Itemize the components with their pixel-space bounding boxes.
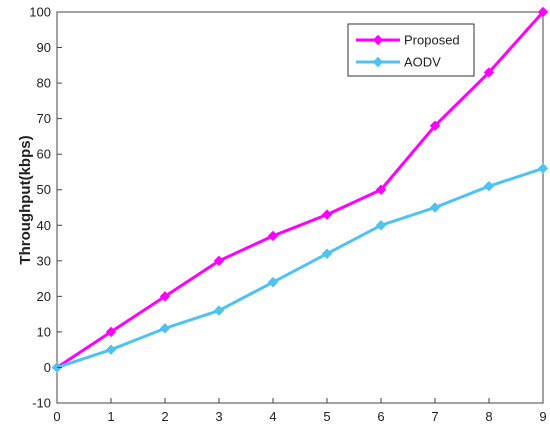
y-tick-label: 40 bbox=[37, 218, 51, 233]
x-tick-label: 3 bbox=[215, 409, 222, 424]
series-line-aodv bbox=[56, 166, 544, 369]
legend-marker-aodv bbox=[372, 56, 384, 68]
y-tick-label: 80 bbox=[37, 76, 51, 91]
y-tick-label: 90 bbox=[37, 40, 51, 55]
x-tick-label: 2 bbox=[161, 409, 168, 424]
data-point-aodv bbox=[375, 220, 387, 231]
y-tick-label: 70 bbox=[37, 111, 51, 126]
data-point-proposed bbox=[267, 230, 279, 242]
series-group bbox=[51, 6, 549, 373]
x-tick-label: 6 bbox=[377, 409, 384, 424]
x-tick-label: 9 bbox=[539, 409, 546, 424]
data-point-aodv bbox=[105, 344, 117, 355]
data-point-aodv bbox=[429, 202, 441, 213]
data-point-aodv bbox=[213, 305, 225, 316]
data-point-aodv bbox=[321, 248, 333, 259]
data-point-proposed bbox=[429, 120, 441, 131]
y-tick-label: -10 bbox=[32, 396, 51, 411]
data-point-proposed bbox=[483, 67, 495, 78]
data-point-aodv bbox=[537, 163, 549, 174]
legend: Proposed AODV bbox=[347, 23, 475, 77]
y-tick-label: 100 bbox=[29, 5, 51, 20]
y-tick-label: 30 bbox=[37, 253, 51, 268]
y-tick-label: 0 bbox=[44, 360, 51, 375]
data-point-proposed bbox=[321, 209, 333, 220]
data-point-proposed bbox=[159, 291, 171, 302]
x-tick-label: 1 bbox=[107, 409, 114, 424]
legend-label-aodv: AODV bbox=[404, 55, 441, 70]
data-point-proposed bbox=[105, 326, 117, 338]
plot-frame bbox=[56, 11, 544, 404]
y-tick-label: 50 bbox=[37, 182, 51, 197]
data-point-aodv bbox=[159, 323, 171, 334]
y-axis-title: Throughput(kbps) bbox=[17, 135, 34, 264]
y-tick-label: 60 bbox=[37, 147, 51, 162]
series-line-proposed bbox=[56, 11, 545, 369]
x-tick-label: 7 bbox=[431, 409, 438, 424]
y-tick-label: 10 bbox=[37, 324, 51, 339]
x-tick-label: 5 bbox=[323, 409, 330, 424]
legend-marker-proposed bbox=[372, 34, 384, 46]
legend-label-proposed: Proposed bbox=[404, 33, 460, 48]
data-point-proposed bbox=[375, 184, 387, 195]
data-point-proposed bbox=[537, 6, 549, 18]
legend-box bbox=[347, 23, 475, 77]
data-point-aodv bbox=[483, 180, 495, 192]
data-point-aodv bbox=[267, 276, 279, 288]
x-tick-label: 8 bbox=[485, 409, 492, 424]
y-tick-label: 20 bbox=[37, 289, 51, 304]
x-tick-label: 4 bbox=[269, 409, 276, 424]
x-tick-label: 0 bbox=[53, 409, 60, 424]
data-point-proposed bbox=[213, 255, 225, 267]
